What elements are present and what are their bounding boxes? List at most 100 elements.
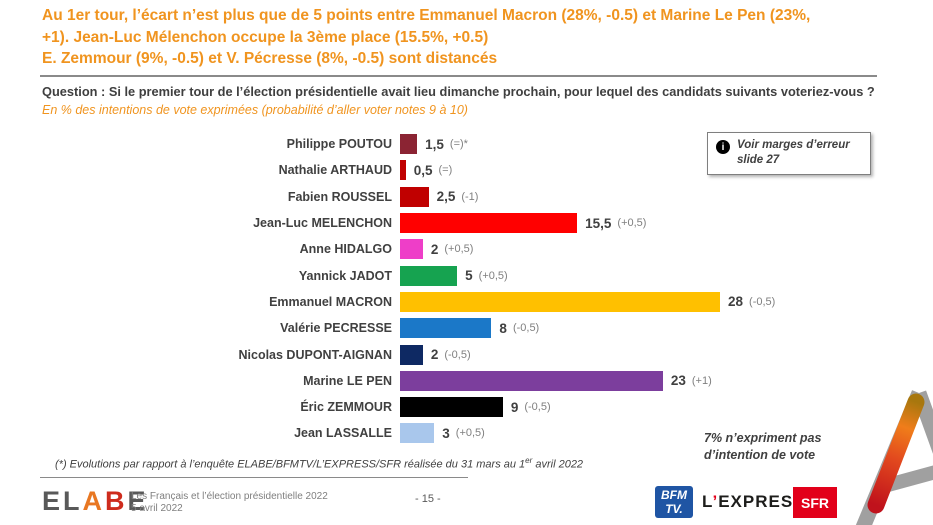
chart-row: Nathalie ARTHAUD 0,5 (=)	[40, 157, 740, 183]
candidate-bar	[400, 239, 423, 260]
question-subtitle: En % des intentions de vote exprimées (p…	[42, 103, 468, 117]
report-title: Les Français et l’élection présidentiell…	[131, 491, 328, 502]
bar-change: (-0,5)	[512, 322, 540, 335]
chart-row: Jean-Luc MELENCHON 15,5 (+0,5)	[40, 210, 740, 236]
error-margin-line1: Voir marges d’erreur	[737, 139, 850, 151]
bar-change: (-0,5)	[444, 348, 471, 361]
chart-row: Anne HIDALGO 2 (+0,5)	[40, 236, 740, 262]
bar-value: 8	[499, 320, 507, 336]
elabe-a-watermark	[855, 390, 933, 525]
chart-row: Yannick JADOT 5 (+0,5)	[40, 262, 740, 288]
candidate-label: Éric ZEMMOUR	[300, 400, 392, 415]
footnote-superscript: er	[525, 456, 533, 465]
bfmtv-logo: BFM TV.	[655, 486, 693, 518]
bfmtv-logo-line1: BFM	[661, 488, 687, 502]
sfr-logo: SFR	[793, 487, 837, 518]
bar-change: (-1)	[461, 190, 479, 203]
chart-row: Nicolas DUPONT-AIGNAN 2 (-0,5)	[40, 341, 740, 367]
elabe-logo-letter: E	[127, 486, 149, 516]
bar-value: 28	[728, 294, 744, 310]
candidate-label: Nicolas DUPONT-AIGNAN	[238, 347, 393, 362]
bar-value: 5	[465, 268, 473, 284]
lexpress-logo: L’EXPRESS	[702, 492, 806, 512]
report-caption: Les Français et l’élection présidentiell…	[131, 491, 328, 515]
headline: Au 1er tour, l’écart n’est plus que de 5…	[42, 5, 914, 70]
bar-change: (-0,5)	[749, 295, 776, 308]
candidate-bar	[400, 265, 458, 286]
chart-row: Marine LE PEN 23 (+1)	[40, 368, 740, 394]
candidate-label: Fabien ROUSSEL	[287, 189, 392, 204]
report-date: 5 avril 2022	[131, 503, 183, 514]
elabe-logo-letter: A	[82, 486, 106, 516]
candidate-bar	[400, 344, 423, 365]
candidate-bar	[400, 397, 503, 418]
candidate-bar	[400, 318, 492, 339]
headline-line1: Au 1er tour, l’écart n’est plus que de 5…	[42, 7, 811, 24]
candidate-bar	[400, 291, 720, 312]
candidate-bar	[400, 186, 429, 207]
candidate-label: Marine LE PEN	[303, 373, 392, 388]
candidate-label: Philippe POUTOU	[286, 137, 392, 152]
candidate-label: Anne HIDALGO	[299, 242, 392, 257]
bar-chart: Philippe POUTOU 1,5 (=)* Nathalie ARTHAUD 0,…	[40, 131, 775, 447]
elabe-logo: ELABE	[42, 486, 149, 517]
bar-value: 3	[442, 425, 450, 441]
no-intention-note: 7% n’expriment pas d’intention de vote	[704, 430, 821, 464]
elabe-logo-letter: B	[105, 486, 128, 516]
no-intention-line1: 7% n’expriment pas	[704, 431, 822, 445]
chart-row: Philippe POUTOU 1,5 (=)*	[40, 131, 740, 157]
candidate-bar	[400, 423, 435, 444]
question-text: Question : Si le premier tour de l’élect…	[42, 84, 875, 99]
footnote-suffix: avril 2022	[532, 458, 584, 471]
headline-line2: +1). Jean-Luc Mélenchon occupe la 3ème p…	[42, 28, 489, 46]
lexpress-l: L	[702, 492, 713, 511]
candidate-label: Valérie PECRESSE	[280, 321, 392, 336]
bar-change: (+0,5)	[617, 217, 647, 230]
candidate-bar	[400, 213, 578, 234]
bar-change: (+0,5)	[478, 269, 508, 282]
candidate-bar	[400, 370, 663, 391]
candidate-bar	[400, 160, 406, 181]
bar-value: 0,5	[413, 162, 433, 178]
error-margin-text: Voir marges d’erreur slide 27	[737, 138, 850, 168]
chart-row: Fabien ROUSSEL 2,5 (-1)	[40, 184, 740, 210]
bar-value: 1,5	[425, 136, 444, 152]
page-number: - 15 -	[415, 493, 441, 505]
bar-change: (-0,5)	[524, 401, 551, 414]
bar-change: (+1)	[691, 374, 712, 387]
bfmtv-logo-line2: TV.	[665, 502, 683, 516]
footnote-text: (*) Evolutions par rapport à l’enquête E…	[55, 458, 526, 471]
candidate-bar	[400, 134, 418, 155]
candidate-label: Nathalie ARTHAUD	[278, 163, 392, 178]
bar-change: (=)	[438, 164, 453, 177]
bar-value: 2	[430, 347, 439, 363]
lexpress-rest: EXPRESS	[718, 492, 806, 511]
bar-value: 9	[510, 399, 519, 415]
bar-value: 23	[670, 373, 686, 389]
chart-row: Jean LASSALLE 3 (+0,5)	[40, 420, 740, 446]
candidate-label: Jean-Luc MELENCHON	[253, 216, 392, 231]
bar-value: 2,5	[436, 189, 456, 205]
candidate-label: Yannick JADOT	[298, 268, 392, 283]
bar-change: (+0,5)	[455, 427, 485, 440]
chart-row: Valérie PECRESSE 8 (-0,5)	[40, 315, 740, 341]
bar-value: 15,5	[585, 215, 612, 231]
candidate-label: Jean LASSALLE	[294, 426, 392, 441]
lexpress-apostrophe: ’	[712, 492, 719, 511]
bar-change: (=)*	[449, 138, 468, 151]
footer-divider	[40, 477, 468, 478]
error-margin-line2: slide 27	[737, 154, 780, 166]
footnote: (*) Evolutions par rapport à l’enquête E…	[55, 456, 583, 471]
header-divider	[40, 75, 877, 77]
chart-row: Éric ZEMMOUR 9 (-0,5)	[40, 394, 740, 420]
elabe-logo-letter: L	[63, 486, 83, 516]
elabe-logo-letter: E	[42, 486, 64, 516]
headline-line3: E. Zemmour (9%, -0.5) et V. Pécresse (8%…	[42, 50, 498, 67]
candidate-label: Emmanuel MACRON	[269, 294, 392, 309]
chart-row: Emmanuel MACRON 28 (-0,5)	[40, 289, 775, 315]
no-intention-line2: d’intention de vote	[704, 448, 816, 462]
bar-change: (+0,5)	[444, 243, 474, 256]
info-icon: i	[716, 140, 730, 154]
error-margin-box: i Voir marges d’erreur slide 27	[707, 132, 871, 175]
